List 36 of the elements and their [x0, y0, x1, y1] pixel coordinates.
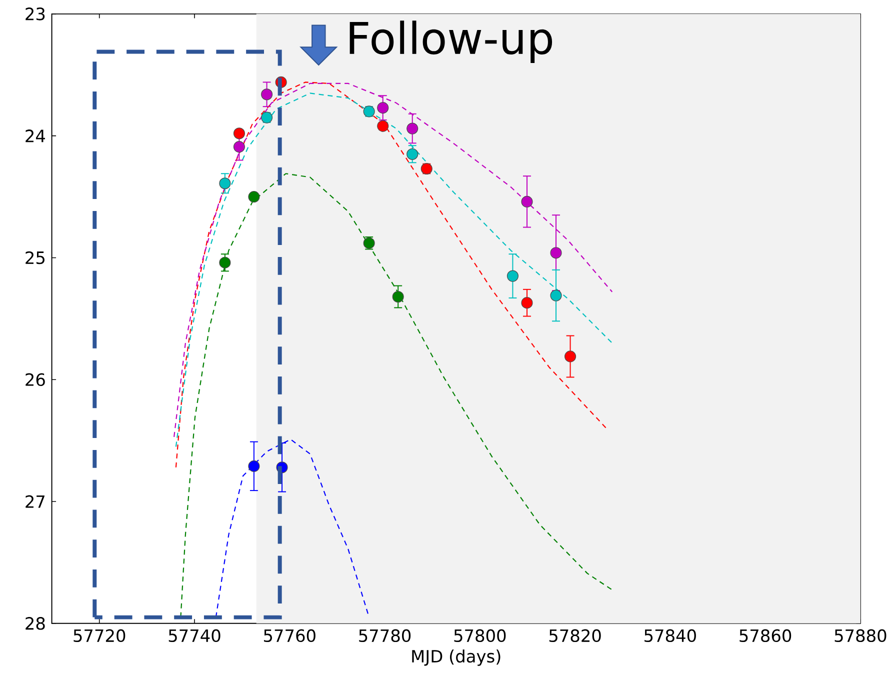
point	[219, 256, 231, 268]
x-tick-label: 57860	[740, 629, 792, 642]
point	[406, 122, 418, 134]
line-series	[215, 438, 370, 618]
y-tick-label: 27	[26, 495, 44, 508]
x-tick-label: 57760	[264, 629, 316, 642]
x-tick-label: 57880	[834, 629, 886, 642]
point	[219, 178, 231, 190]
point	[521, 296, 533, 309]
point	[233, 128, 245, 140]
x-tick-label: 57780	[359, 629, 411, 642]
point	[550, 247, 562, 259]
y-tick-label: 23	[26, 7, 45, 20]
y-tick-label: 24	[26, 129, 45, 142]
point	[248, 190, 260, 202]
x-tick-label: 57800	[454, 629, 506, 642]
x-tick-label: 57720	[74, 629, 126, 642]
x-tick-label: 57740	[168, 629, 220, 642]
point	[248, 460, 260, 472]
y-tick-label: 25	[26, 251, 44, 264]
line-series	[180, 173, 614, 618]
point	[564, 350, 576, 362]
point	[521, 196, 533, 208]
point	[377, 102, 389, 114]
point	[550, 290, 562, 302]
point	[233, 140, 245, 153]
x-axis-title: MJD (days)	[412, 649, 500, 666]
point	[392, 290, 404, 302]
point	[406, 148, 418, 160]
point	[506, 270, 518, 282]
annotation: Follow-up	[350, 20, 552, 63]
y-tick-label: 28	[26, 616, 45, 630]
y-tick-label: 26	[26, 373, 45, 386]
point	[261, 88, 273, 100]
x-tick-label: 57820	[549, 629, 601, 642]
x-tick-label: 57840	[644, 629, 696, 642]
